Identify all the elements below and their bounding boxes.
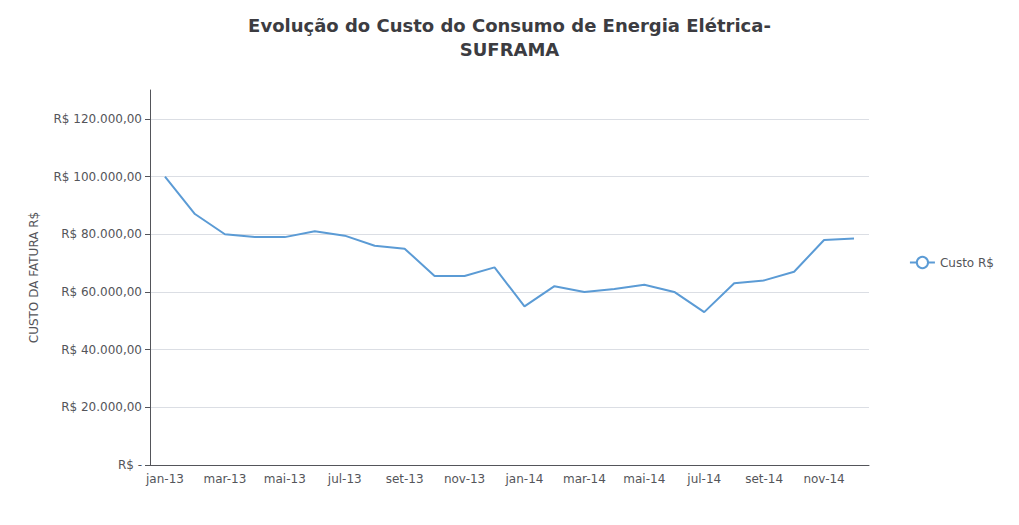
svg-text:Evolução do Custo do Consumo d: Evolução do Custo do Consumo de Energia … bbox=[248, 15, 771, 36]
svg-text:R$ 120.000,00: R$ 120.000,00 bbox=[54, 112, 143, 126]
svg-text:R$ 80.000,00: R$ 80.000,00 bbox=[61, 227, 142, 241]
svg-text:jan-13: jan-13 bbox=[145, 472, 184, 486]
svg-text:R$ 100.000,00: R$ 100.000,00 bbox=[54, 170, 143, 184]
svg-text:nov-13: nov-13 bbox=[444, 472, 485, 486]
svg-text:jan-14: jan-14 bbox=[505, 472, 544, 486]
svg-text:mar-13: mar-13 bbox=[203, 472, 246, 486]
svg-text:nov-14: nov-14 bbox=[803, 472, 844, 486]
svg-text:set-13: set-13 bbox=[386, 472, 424, 486]
svg-text:R$ 20.000,00: R$ 20.000,00 bbox=[61, 400, 142, 414]
svg-text:mai-14: mai-14 bbox=[623, 472, 665, 486]
svg-text:set-14: set-14 bbox=[745, 472, 783, 486]
svg-text:mai-13: mai-13 bbox=[264, 472, 306, 486]
svg-text:Custo R$: Custo R$ bbox=[940, 256, 994, 270]
svg-text:CUSTO DA FATURA R$: CUSTO DA FATURA R$ bbox=[27, 212, 41, 343]
svg-text:R$ -: R$ - bbox=[118, 458, 142, 472]
svg-text:jul-14: jul-14 bbox=[686, 472, 721, 486]
svg-text:R$ 60.000,00: R$ 60.000,00 bbox=[61, 285, 142, 299]
svg-text:R$ 40.000,00: R$ 40.000,00 bbox=[61, 343, 142, 357]
svg-text:jul-13: jul-13 bbox=[327, 472, 362, 486]
svg-text:mar-14: mar-14 bbox=[563, 472, 606, 486]
svg-text:SUFRAMA: SUFRAMA bbox=[460, 39, 560, 60]
